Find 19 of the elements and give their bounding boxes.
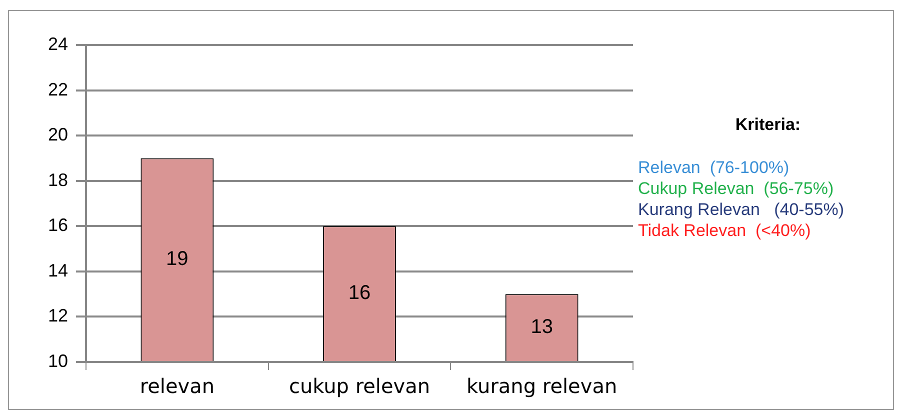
- y-tick-label: 10: [48, 350, 68, 371]
- x-tick-label: kurang relevan: [466, 374, 618, 398]
- text: Cukup Relevan (56-75%): [638, 178, 835, 199]
- text: Kurang Relevan (40-55%): [638, 199, 846, 220]
- y-tick-label: 20: [48, 124, 68, 145]
- data-label: 19: [166, 248, 188, 270]
- x-tick-label: relevan: [140, 374, 215, 398]
- data-label: 16: [348, 282, 371, 304]
- y-tick-label: 22: [48, 79, 68, 100]
- y-tick-label: 18: [48, 170, 68, 190]
- x-tick-label: cukup relevan: [288, 374, 430, 398]
- y-tick-label: 16: [48, 215, 68, 236]
- y-tick-label: 24: [48, 34, 68, 54]
- y-tick-label: 14: [48, 260, 68, 280]
- text: Relevan (76-100%): [638, 157, 790, 178]
- text: Kriteria:: [734, 115, 802, 135]
- text: Tidak Relevan (<40%): [638, 220, 812, 241]
- data-label: 13: [530, 316, 553, 338]
- y-tick-label: 12: [48, 306, 68, 326]
